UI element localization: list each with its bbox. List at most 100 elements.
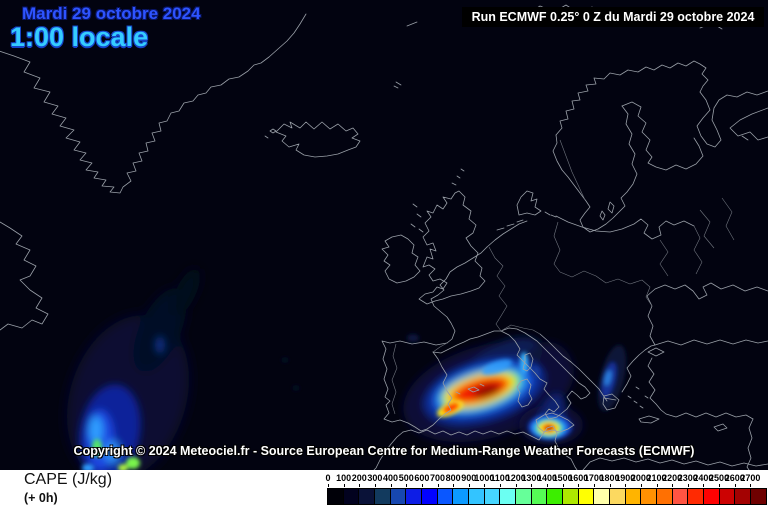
legend-tickmark — [734, 484, 736, 487]
legend-tick-label: 1500 — [552, 473, 573, 483]
legend-tick-label: 900 — [461, 473, 477, 483]
legend-tickmark — [578, 484, 580, 487]
legend-cell — [500, 489, 517, 504]
border-russia — [699, 197, 735, 249]
coastline-africa-north — [402, 425, 578, 470]
legend-tick-label: 100 — [336, 473, 352, 483]
legend-tick-label: 1900 — [615, 473, 636, 483]
coastline-corsica — [522, 352, 534, 372]
legend-tick-label: 700 — [429, 473, 446, 483]
legend-tick-label: 1000 — [474, 473, 495, 483]
legend-tickmark — [672, 484, 674, 487]
legend-tickmark — [437, 484, 439, 487]
coastline-gotland-oland — [599, 201, 615, 221]
legend-tick-label: 2500 — [709, 473, 730, 483]
legend-tick-label: 2600 — [724, 473, 745, 483]
legend-tickmark — [640, 484, 642, 487]
legend-cell — [672, 489, 689, 504]
forecast-step-label: (+ 0h) — [24, 491, 58, 505]
legend-tick-label: 300 — [367, 473, 383, 483]
coastline-balearics — [455, 383, 485, 395]
legend-tick-label: 1100 — [490, 473, 510, 483]
border-alps — [500, 324, 541, 335]
color-scale-legend: 0 100 200 300 400 500 600 700 800 900 1000 1100 1200… — [325, 470, 767, 512]
coastline-hebrides — [410, 203, 424, 233]
legend-tickmark — [656, 484, 658, 487]
coastline-finland — [621, 101, 704, 171]
coastline-libya — [582, 457, 768, 470]
legend-cell — [437, 489, 454, 504]
coastline-great-britain — [418, 190, 486, 305]
border-pyrenees — [432, 342, 448, 353]
coastline-orkney-shetland — [451, 168, 465, 186]
legend-tickmark — [531, 484, 533, 487]
coastline-iberia — [381, 340, 453, 432]
legend-cell — [594, 489, 611, 504]
date-label: Mardi 29 octobre 2024 — [22, 4, 201, 23]
coastline-cyprus — [713, 423, 728, 432]
forecast-map: Mardi 29 octobre 2024 1:00 locale Run EC… — [0, 0, 768, 470]
legend-tick-label: 2400 — [693, 473, 714, 483]
legend-cell — [422, 489, 438, 504]
coastline-france-channel-biscay — [430, 246, 488, 344]
coastline-wadden — [486, 219, 528, 248]
legend-cell — [704, 489, 720, 504]
legend-tick-label: 1200 — [505, 473, 526, 483]
coastline-white-sea-kola — [696, 90, 768, 148]
legend-cell — [516, 489, 532, 504]
legend-tickmark — [468, 484, 470, 487]
coastline-scandinavia-bothnia — [552, 105, 638, 233]
legend-tickmark — [750, 484, 752, 487]
legend-cell — [359, 489, 376, 504]
coastline-crete — [638, 415, 660, 424]
coastline-greece — [602, 344, 656, 411]
coastline-faroe — [393, 81, 402, 89]
coastline-italy — [500, 327, 591, 420]
parameter-label: CAPE (J/kg) — [24, 471, 113, 488]
legend-strip: CAPE (J/kg) (+ 0h) 0 100 200 300 400 500 600 70… — [0, 470, 768, 512]
legend-tick-labels: 0 100 200 300 400 500 600 700 800 900 1000 1100 1200… — [325, 473, 767, 485]
legend-cell — [735, 489, 752, 504]
legend-cell — [547, 489, 564, 504]
legend-cell — [390, 489, 407, 504]
legend-tick-label: 500 — [398, 473, 414, 483]
legend-tick-label: 2200 — [662, 473, 683, 483]
legend-tick-label: 0 — [325, 473, 331, 483]
coastline-iceland-islets — [264, 128, 277, 139]
border-baltics — [659, 225, 703, 277]
coastline-riviera — [432, 330, 502, 354]
coastline-baltic-south — [555, 215, 695, 240]
border-portugal-spain — [391, 343, 398, 415]
legend-tickmark — [500, 484, 502, 487]
coastline-norway — [555, 60, 709, 136]
legend-cell — [625, 489, 642, 504]
coastline-greenland — [0, 13, 307, 194]
cape-blob-atlantic — [66, 268, 201, 470]
legend-tick-label: 600 — [414, 473, 430, 483]
legend-tick-label: 1800 — [599, 473, 620, 483]
coastline-sardinia — [516, 378, 533, 408]
legend-cell — [610, 489, 626, 504]
legend-tickmark — [390, 484, 392, 487]
coastline-africa-west — [373, 431, 404, 470]
legend-cell — [578, 489, 595, 504]
legend-tick-label: 200 — [351, 473, 367, 483]
coastline-sicily — [535, 412, 575, 433]
legend-tickmark — [703, 484, 705, 487]
legend-tickmark — [719, 484, 721, 487]
map-canvas — [0, 4, 768, 470]
legend-cell — [719, 489, 736, 504]
legend-cell — [641, 489, 658, 504]
legend-tickmark — [406, 484, 408, 487]
legend-tickmark — [547, 484, 548, 487]
legend-tick-label: 400 — [383, 473, 399, 483]
legend-tickmark — [687, 484, 689, 487]
legend-tickmark — [328, 484, 329, 487]
legend-cell — [751, 489, 766, 504]
legend-tickmark — [453, 484, 455, 487]
legend-cell — [484, 489, 501, 504]
legend-tick-label: 1700 — [583, 473, 604, 483]
coastline-aegean-islands — [627, 386, 649, 409]
legend-cell — [469, 489, 485, 504]
cape-blob-mediterranean — [281, 334, 574, 443]
